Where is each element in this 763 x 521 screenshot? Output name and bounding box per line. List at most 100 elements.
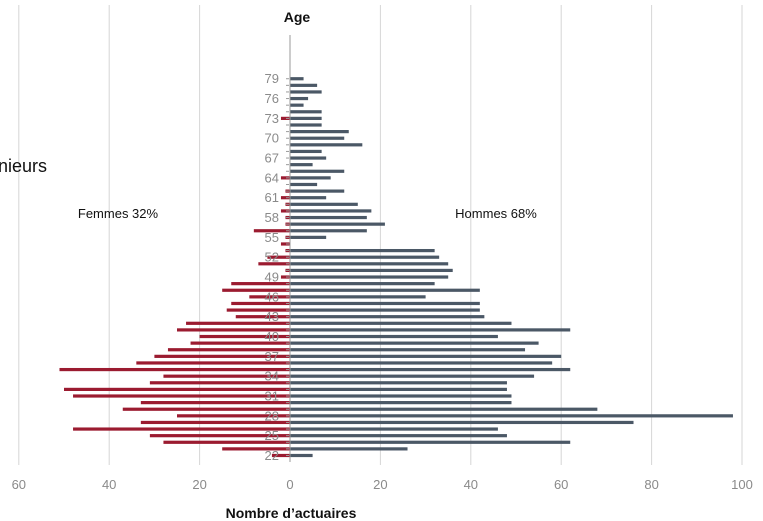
bar-men [290, 414, 733, 418]
bar-men [290, 182, 318, 187]
x-tick-label: 60 [12, 477, 26, 492]
age-tick-label: 40 [265, 329, 279, 344]
age-tick-label: 73 [265, 111, 279, 126]
bar-men [290, 136, 345, 140]
bar-men [290, 116, 322, 120]
x-tick-label: 40 [102, 477, 116, 492]
bar-men [290, 315, 485, 319]
bar-women [73, 394, 290, 398]
age-tick-label: 49 [265, 270, 279, 285]
bar-men [290, 255, 440, 259]
bar-men [290, 341, 539, 345]
bar-men [290, 83, 318, 87]
bar-women [154, 354, 290, 358]
bar-women [280, 209, 290, 213]
bar-men [290, 222, 385, 226]
bar-men [290, 367, 571, 372]
bar-women [140, 420, 290, 425]
bar-men [290, 163, 313, 167]
age-tick-label: 55 [265, 230, 279, 245]
bar-women [190, 341, 290, 345]
bar-men [290, 235, 327, 239]
bar-men [290, 90, 322, 94]
bar-men [290, 301, 480, 306]
bar-men [290, 282, 435, 286]
bar-women [122, 407, 290, 411]
bar-men [290, 275, 449, 279]
bar-men [290, 381, 507, 385]
bar-women [149, 381, 290, 385]
age-tick-label: 46 [265, 289, 279, 304]
bar-women [267, 255, 290, 259]
bar-men [290, 434, 507, 438]
bar-men [290, 130, 349, 134]
axes-group: 60 40 20 0 20 40 60 80 100 79 76 73 70 67 64 61 58 55 52 49… [12, 35, 753, 492]
bar-women [64, 387, 290, 391]
bar-women [258, 262, 290, 266]
x-tick-label: 0 [286, 477, 293, 492]
bar-men [290, 394, 512, 398]
bar-men [290, 143, 363, 147]
bar-women [177, 328, 290, 332]
bar-women [280, 275, 290, 279]
bar-women [235, 315, 290, 319]
bar-men [290, 407, 598, 411]
bar-men [290, 288, 480, 292]
x-tick-label: 100 [731, 477, 753, 492]
bar-men [290, 295, 426, 299]
age-tick-label: 43 [265, 309, 279, 324]
bar-men [290, 202, 358, 206]
age-tick-label: 52 [265, 250, 279, 265]
bar-men [290, 354, 562, 358]
bar-men [290, 77, 304, 81]
bar-women [222, 288, 290, 292]
bar-men [290, 447, 408, 451]
bar-women [226, 308, 290, 312]
age-tick-label: 28 [265, 408, 279, 423]
bar-men [290, 229, 367, 233]
bar-women [280, 196, 290, 200]
bar-women [163, 440, 290, 444]
bar-women [186, 321, 290, 325]
bar-men [290, 334, 498, 339]
x-tick-label: 80 [644, 477, 658, 492]
bar-men [290, 248, 435, 253]
bar-women [280, 176, 290, 180]
bar-men [290, 420, 634, 425]
bar-women [140, 401, 290, 405]
age-tick-label: 79 [265, 71, 279, 86]
age-tick-label: 61 [265, 190, 279, 205]
bar-men [290, 169, 345, 173]
bar-women [167, 348, 290, 352]
age-tick-label: 37 [265, 349, 279, 364]
age-tick-label: 22 [265, 448, 279, 463]
bar-men [290, 123, 322, 127]
age-tick-label: 76 [265, 91, 279, 106]
bar-men [290, 328, 571, 332]
bar-women [73, 427, 290, 431]
bar-men [290, 427, 498, 431]
x-tick-label: 40 [464, 477, 478, 492]
x-tick-label: 20 [192, 477, 206, 492]
bar-women [280, 242, 290, 246]
bar-men [290, 374, 535, 378]
age-tick-label: 31 [265, 389, 279, 404]
bars-group [59, 77, 733, 458]
bar-men [290, 110, 322, 114]
age-tick-label: 70 [265, 131, 279, 146]
bar-men [290, 440, 571, 444]
bar-women [199, 334, 290, 339]
bar-women [136, 361, 290, 365]
bar-men [290, 348, 526, 352]
bar-women [177, 414, 290, 418]
bar-men [290, 149, 322, 154]
age-tick-label: 64 [265, 170, 279, 185]
bar-women [149, 434, 290, 438]
age-tick-label: 34 [265, 369, 279, 384]
bar-women [253, 229, 290, 233]
bar-women [59, 367, 291, 372]
x-tick-label: 60 [554, 477, 568, 492]
bar-women [271, 453, 290, 458]
legend-men-label: Hommes 68% [455, 206, 537, 221]
